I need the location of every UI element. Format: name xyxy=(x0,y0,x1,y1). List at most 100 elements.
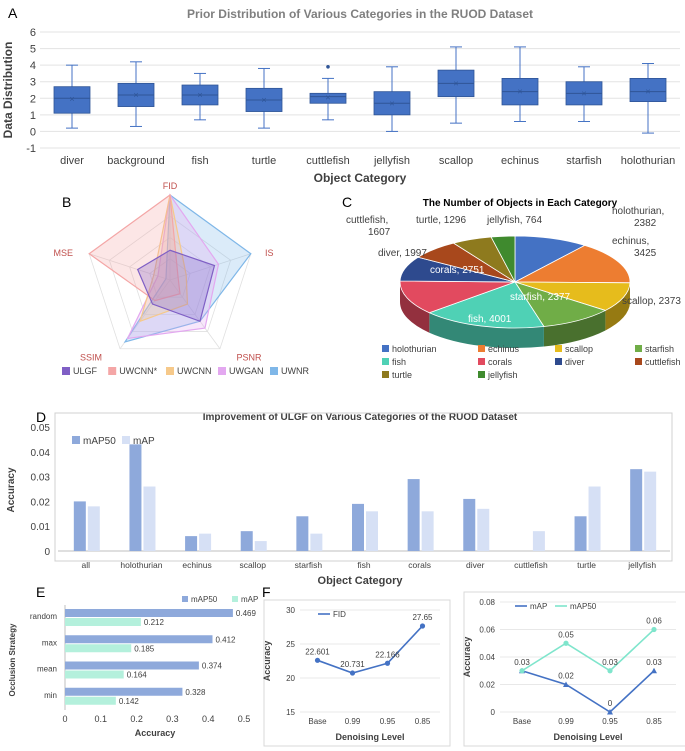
chart-c-legend-swatch xyxy=(382,371,389,378)
chart-a-mean-marker: × xyxy=(517,87,522,97)
chart-c-data-label-jellyfish: jellyfish, 764 xyxy=(486,215,542,226)
chart-f1-data-label: 22.166 xyxy=(375,650,400,659)
chart-e-xtick: 0 xyxy=(62,714,67,724)
chart-e-data-label: 0.412 xyxy=(215,635,236,644)
chart-f2-legend-mAP50: mAP50 xyxy=(570,602,597,611)
chart-e-data-label: 0.185 xyxy=(134,644,155,653)
chart-d-bar-mAP50-starfish xyxy=(296,516,309,551)
chart-f1-ytick: 15 xyxy=(286,708,295,717)
chart-c-slice-fish xyxy=(428,281,545,329)
chart-b-series-UWGAN xyxy=(126,193,220,340)
chart-f1-ytick: 30 xyxy=(286,606,295,615)
chart-b-legend-UWCNN: UWCNN xyxy=(177,366,212,376)
chart-c-legend-echinus: echinus xyxy=(488,344,520,354)
chart-a-title: Prior Distribution of Various Categories… xyxy=(187,7,533,21)
chart-f2-data-label: 0.02 xyxy=(558,672,574,681)
chart-c-legend-swatch xyxy=(478,345,485,352)
panel-label-a: A xyxy=(8,5,18,21)
chart-d-ytick: 0.03 xyxy=(31,473,51,484)
chart-c-legend-scallop: scallop xyxy=(565,344,593,354)
chart-d-legend-swatch xyxy=(122,436,130,444)
chart-d-xtick-cuttlefish: cuttlefish xyxy=(514,560,548,570)
chart-b-legend-swatch xyxy=(270,367,278,375)
chart-f1-legend-FID: FID xyxy=(333,610,346,619)
chart-d-bar-mAP50-turtle xyxy=(574,516,587,551)
chart-e-data-label: 0.164 xyxy=(127,671,148,680)
chart-e-ytick-random: random xyxy=(30,612,57,621)
chart-c-data-label-echinus: echinus, 3425 xyxy=(612,236,657,259)
chart-b-axis-label-FID: FID xyxy=(163,181,178,191)
chart-c-data-label-starfish: starfish, 2377 xyxy=(510,292,570,303)
chart-a-ytick: 0 xyxy=(30,126,36,138)
chart-a-xtick-turtle: turtle xyxy=(252,155,276,167)
chart-d-ytick: 0.05 xyxy=(31,423,51,434)
chart-a-xtick-echinus: echinus xyxy=(501,155,539,167)
chart-f2-xtick: 0.95 xyxy=(602,717,618,726)
chart-f2-ytick: 0.08 xyxy=(479,598,495,607)
chart-b-axis-label-SSIM: SSIM xyxy=(80,352,102,362)
chart-d-ytick: 0.02 xyxy=(31,497,51,508)
chart-f1-data-label: 22.601 xyxy=(305,647,330,656)
chart-c-legend-swatch xyxy=(478,371,485,378)
panel-label-e: E xyxy=(36,584,45,600)
chart-f1-marker xyxy=(314,657,321,663)
chart-e-data-label: 0.142 xyxy=(119,697,140,706)
chart-c-title: The Number of Objects in Each Category xyxy=(423,198,618,209)
chart-f1-xlabel: Denoising Level xyxy=(335,732,404,742)
chart-a-ytick: 3 xyxy=(30,77,36,89)
chart-d-bar-mAP-all xyxy=(87,506,100,551)
chart-a-box-cuttlefish xyxy=(309,92,347,104)
chart-e-bar-mAP50-max xyxy=(65,635,213,644)
chart-f1-frame xyxy=(263,599,451,747)
chart-b-legend-swatch xyxy=(166,367,174,375)
chart-b-legend-swatch xyxy=(62,367,70,375)
chart-d-bar-mAP-cuttlefish xyxy=(532,531,545,551)
chart-c-slice-echinus xyxy=(514,244,631,284)
chart-b-series-UWCNN xyxy=(139,194,189,323)
chart-c-slice-corals xyxy=(399,280,516,314)
chart-f2-data-label: 0.03 xyxy=(514,658,530,667)
chart-c-data-label-fish: fish, 4001 xyxy=(468,314,512,325)
panel-label-f: F xyxy=(262,584,271,600)
chart-c-data-label-turtle: turtle, 1296 xyxy=(416,215,466,226)
chart-c-legend-swatch xyxy=(555,358,562,365)
chart-d-legend-mAP50: mAP50 xyxy=(83,436,116,447)
chart-f1-marker xyxy=(384,660,391,666)
chart-d-bar-mAP-echinus xyxy=(199,533,212,551)
chart-f2-marker xyxy=(563,681,569,687)
chart-a-box-diver xyxy=(53,86,91,114)
chart-b-legend-UWNR: UWNR xyxy=(281,366,309,376)
panel-label-c: C xyxy=(342,194,352,210)
chart-f1-xtick: 0.85 xyxy=(415,717,431,726)
chart-d-xtick-corals: corals xyxy=(408,560,431,570)
chart-d-bar-mAP-jellyfish xyxy=(644,471,657,551)
chart-e-xtick: 0.4 xyxy=(202,714,215,724)
chart-d-ytick: 0.01 xyxy=(31,522,51,533)
chart-c-legend-swatch xyxy=(478,358,485,365)
chart-c-legend-fish: fish xyxy=(392,357,406,367)
chart-f2-marker xyxy=(651,667,657,674)
chart-e-ytick-min: min xyxy=(44,691,57,700)
chart-b-axis-label-PSNR: PSNR xyxy=(236,352,262,362)
chart-a-ytick: 4 xyxy=(30,60,36,72)
chart-f1-ylabel: Accuracy xyxy=(262,641,272,682)
chart-f2-marker xyxy=(651,626,657,633)
chart-c-legend-turtle: turtle xyxy=(392,370,412,380)
chart-a-ytick: -1 xyxy=(26,143,36,155)
chart-d-xlabel: Object Category xyxy=(318,575,404,587)
chart-f1-data-label: 27.65 xyxy=(412,613,433,622)
chart-d-bar-mAP50-echinus xyxy=(185,536,198,551)
chart-a-mean-marker: × xyxy=(325,92,330,102)
chart-d-bar-mAP-turtle xyxy=(588,486,601,551)
chart-f2-frame xyxy=(463,591,685,747)
chart-d-bar-mAP-holothurian xyxy=(143,486,156,551)
chart-b-legend-swatch xyxy=(108,367,117,375)
chart-f2-data-label: 0.03 xyxy=(602,658,618,667)
chart-a-xtick-holothurian: holothurian xyxy=(621,155,675,167)
chart-d-bar-mAP50-scallop xyxy=(240,531,253,551)
chart-b-axis-label-MSE: MSE xyxy=(53,248,73,258)
chart-f2-xtick: Base xyxy=(513,717,532,726)
chart-d-bar-mAP50-all xyxy=(73,501,86,551)
chart-d-bar-mAP50-fish xyxy=(352,503,364,551)
chart-a-mean-marker: × xyxy=(261,95,266,105)
